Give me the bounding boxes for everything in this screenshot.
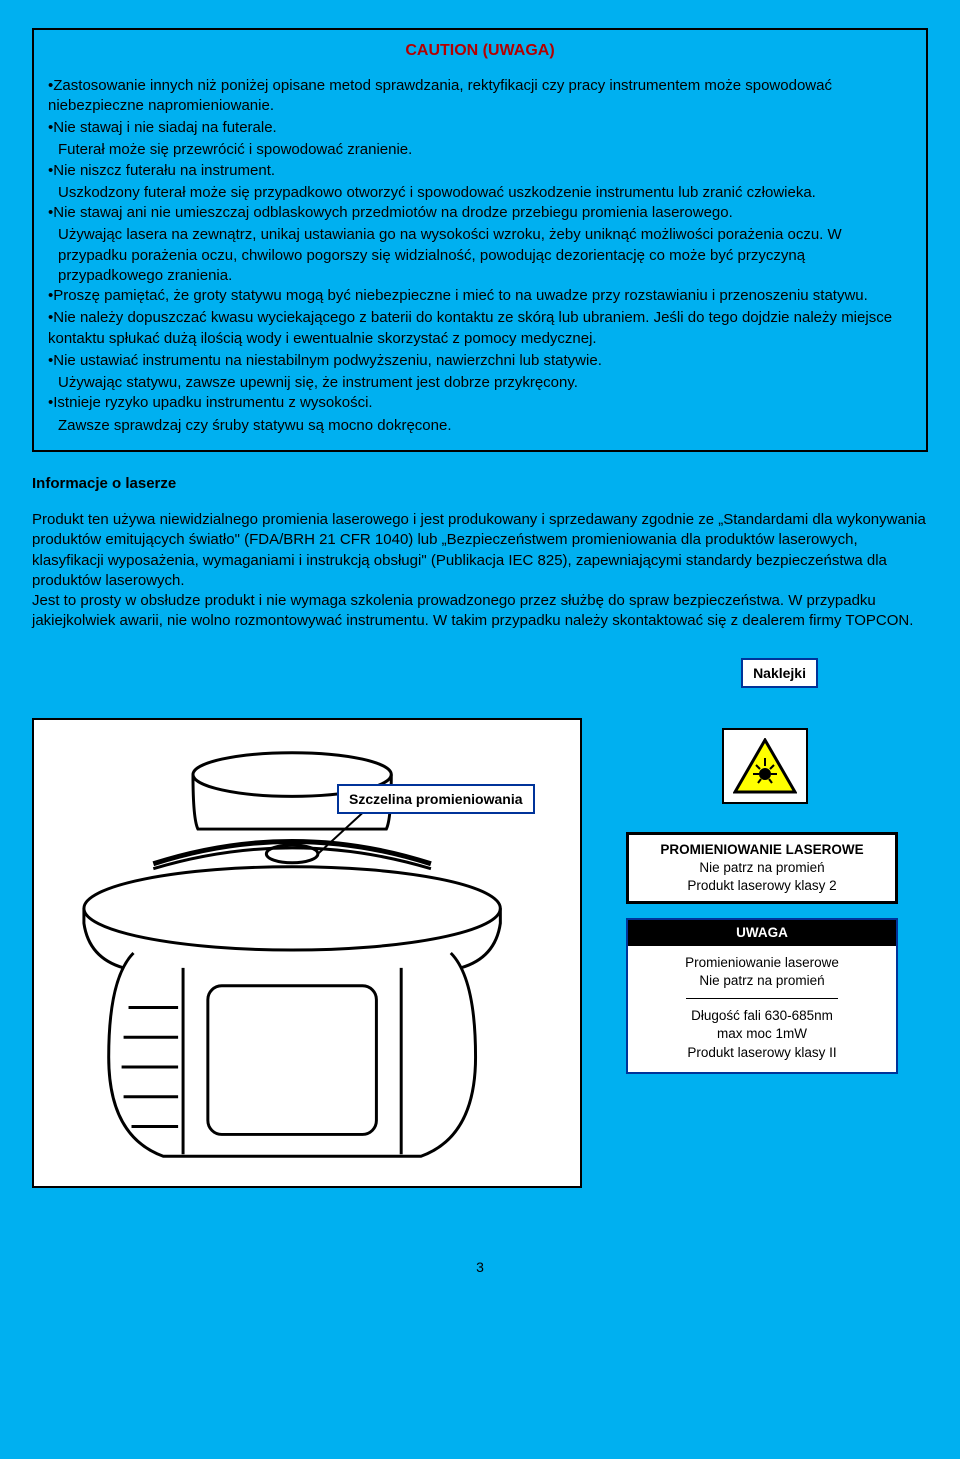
laser-label-1: PROMIENIOWANIE LASEROWE Nie patrz na pro… xyxy=(626,832,898,905)
caution-item: Uszkodzony futerał może się przypadkowo … xyxy=(58,183,912,203)
info-heading: Informacje o laserze xyxy=(32,474,928,494)
label1-line3: Produkt laserowy klasy 2 xyxy=(637,877,887,895)
caution-item: Używając statywu, zawsze upewnij się, że… xyxy=(58,373,912,393)
label1-line2: Nie patrz na promień xyxy=(637,859,887,877)
szczelina-label: Szczelina promieniowania xyxy=(337,784,535,815)
caution-item: Futerał może się przewrócić i spowodować… xyxy=(58,140,912,160)
caution-item: Używając lasera na zewnątrz, unikaj usta… xyxy=(58,225,912,286)
caution-item: Nie ustawiać instrumentu na niestabilnym… xyxy=(48,351,912,371)
label2-line2: Nie patrz na promień xyxy=(636,972,888,990)
label2-header: UWAGA xyxy=(628,920,896,946)
info-section: Informacje o laserze Produkt ten używa n… xyxy=(32,474,928,632)
label2-line1: Promieniowanie laserowe xyxy=(636,954,888,972)
caution-item: Zawsze sprawdzaj czy śruby statywu są mo… xyxy=(58,416,912,436)
warning-triangle-box xyxy=(722,728,808,804)
label2-line5: Produkt laserowy klasy II xyxy=(636,1044,888,1062)
caution-item: Nie niszcz futerału na instrument. xyxy=(48,161,912,181)
caution-item: Nie należy dopuszczać kwasu wyciekająceg… xyxy=(48,308,912,349)
caution-list: Zastosowanie innych niż poniżej opisane … xyxy=(48,76,912,436)
caution-title: CAUTION (UWAGA) xyxy=(48,40,912,62)
label1-line1: PROMIENIOWANIE LASEROWE xyxy=(637,841,887,859)
caution-item: Nie stawaj i nie siadaj na futerale. xyxy=(48,118,912,138)
info-body: Produkt ten używa niewidzialnego promien… xyxy=(32,510,928,632)
caution-item: Istnieje ryzyko upadku instrumentu z wys… xyxy=(48,393,912,413)
laser-label-2: UWAGA Promieniowanie laserowe Nie patrz … xyxy=(626,918,898,1074)
caution-item: Zastosowanie innych niż poniżej opisane … xyxy=(48,76,912,117)
label2-line4: max moc 1mW xyxy=(636,1025,888,1043)
caution-item: Proszę pamiętać, że groty statywu mogą b… xyxy=(48,286,912,306)
diagram-area: Naklejki xyxy=(32,658,928,1218)
naklejki-label: Naklejki xyxy=(741,658,818,689)
caution-box: CAUTION (UWAGA) Zastosowanie innych niż … xyxy=(32,28,928,452)
page-number: 3 xyxy=(32,1258,928,1277)
label2-line3: Długość fali 630-685nm xyxy=(636,1007,888,1025)
laser-warning-icon xyxy=(733,738,797,794)
caution-item: Nie stawaj ani nie umieszczaj odblaskowy… xyxy=(48,203,912,223)
